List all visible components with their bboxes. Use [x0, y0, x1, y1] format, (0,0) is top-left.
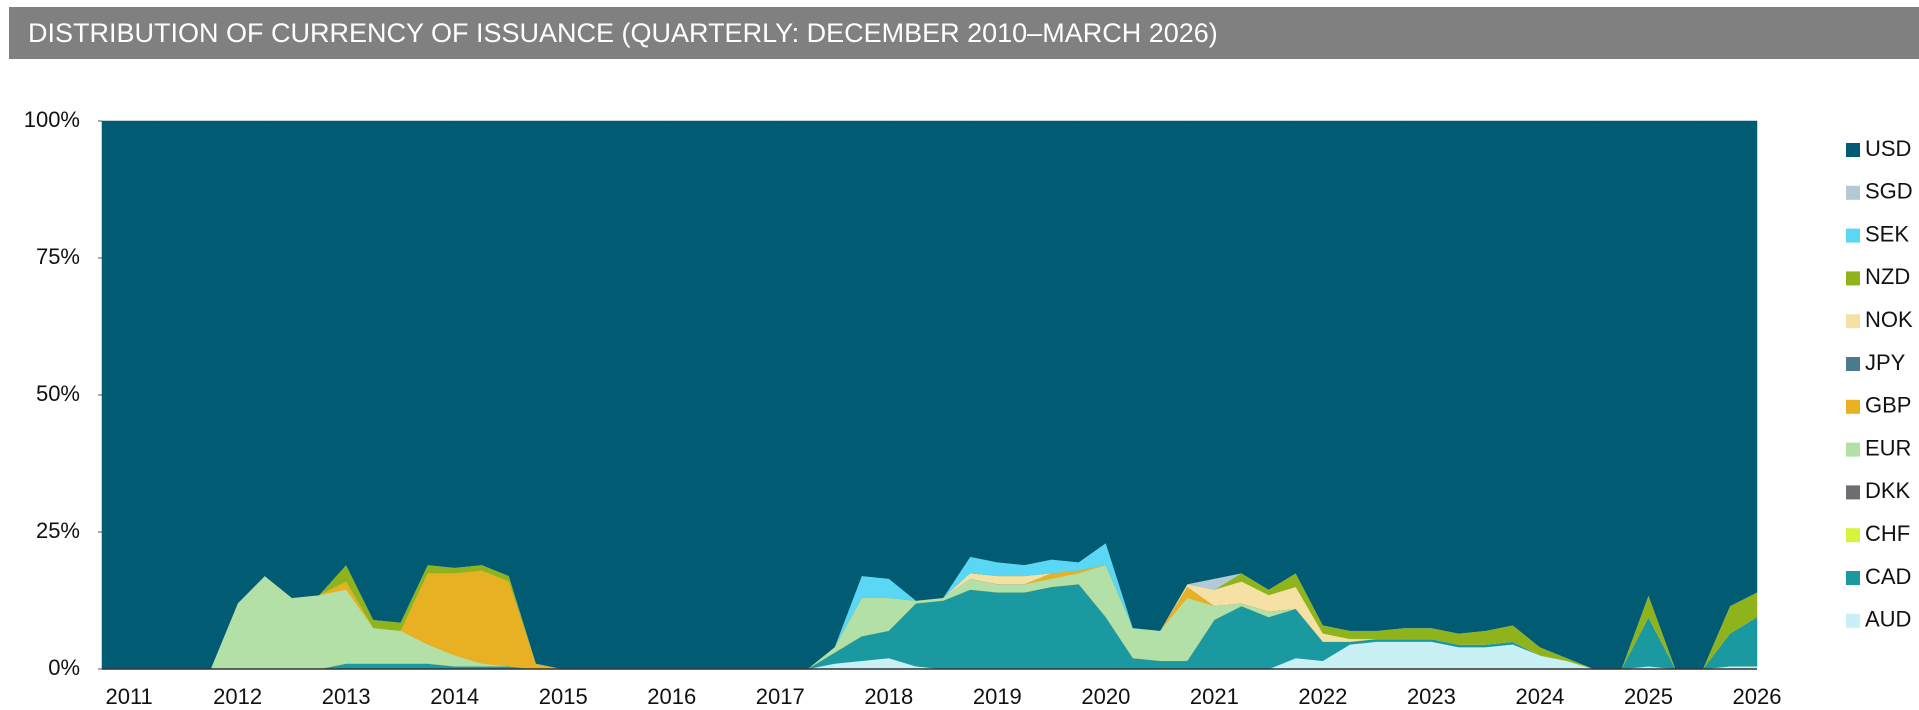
- y-tick-label: 100%: [24, 107, 80, 132]
- legend-swatch: [1846, 185, 1860, 200]
- legend-swatch: [1846, 613, 1860, 628]
- legend-label: NZD: [1865, 264, 1910, 289]
- legend-label: NOK: [1865, 307, 1913, 332]
- y-tick-label: 50%: [36, 381, 80, 406]
- x-tick-label: 2019: [973, 684, 1022, 709]
- x-tick-label: 2024: [1515, 684, 1564, 709]
- legend-swatch: [1846, 143, 1860, 157]
- legend-swatch: [1846, 528, 1860, 543]
- x-tick-label: 2026: [1733, 684, 1782, 709]
- x-tick-label: 2017: [756, 684, 805, 709]
- legend-label: SEK: [1865, 221, 1909, 246]
- legend-swatch: [1846, 399, 1860, 414]
- legend-swatch: [1846, 485, 1860, 500]
- legend-label: DKK: [1865, 478, 1911, 503]
- y-tick-label: 0%: [48, 655, 80, 680]
- chart-title: DISTRIBUTION OF CURRENCY OF ISSUANCE (QU…: [28, 18, 1218, 48]
- legend-swatch: [1846, 442, 1860, 457]
- x-tick-label: 2013: [322, 684, 371, 709]
- x-tick-label: 2020: [1081, 684, 1130, 709]
- x-tick-label: 2012: [213, 684, 262, 709]
- legend-label: EUR: [1865, 435, 1911, 460]
- legend-label: JPY: [1865, 350, 1906, 375]
- x-tick-label: 2011: [105, 684, 152, 709]
- legend-label: GBP: [1865, 393, 1911, 418]
- legend-swatch: [1846, 357, 1860, 371]
- legend-label: CHF: [1865, 521, 1910, 546]
- legend-label: SGD: [1865, 179, 1913, 204]
- x-tick-label: 2022: [1298, 684, 1347, 709]
- legend-label: USD: [1865, 136, 1911, 161]
- x-tick-label: 2015: [539, 684, 588, 709]
- legend-swatch: [1846, 571, 1860, 585]
- y-tick-label: 75%: [36, 244, 80, 269]
- legend-label: AUD: [1865, 607, 1911, 632]
- x-tick-label: 2021: [1190, 684, 1239, 709]
- legend-swatch: [1846, 314, 1860, 329]
- x-tick-label: 2016: [647, 684, 696, 709]
- x-tick-label: 2014: [430, 684, 479, 709]
- legend-label: CAD: [1865, 564, 1911, 589]
- x-tick-label: 2023: [1407, 684, 1456, 709]
- legend-swatch: [1846, 271, 1860, 286]
- y-tick-label: 25%: [36, 518, 80, 543]
- title-bar: [9, 7, 1919, 59]
- legend-swatch: [1846, 228, 1860, 243]
- x-tick-label: 2025: [1624, 684, 1673, 709]
- x-tick-label: 2018: [864, 684, 913, 709]
